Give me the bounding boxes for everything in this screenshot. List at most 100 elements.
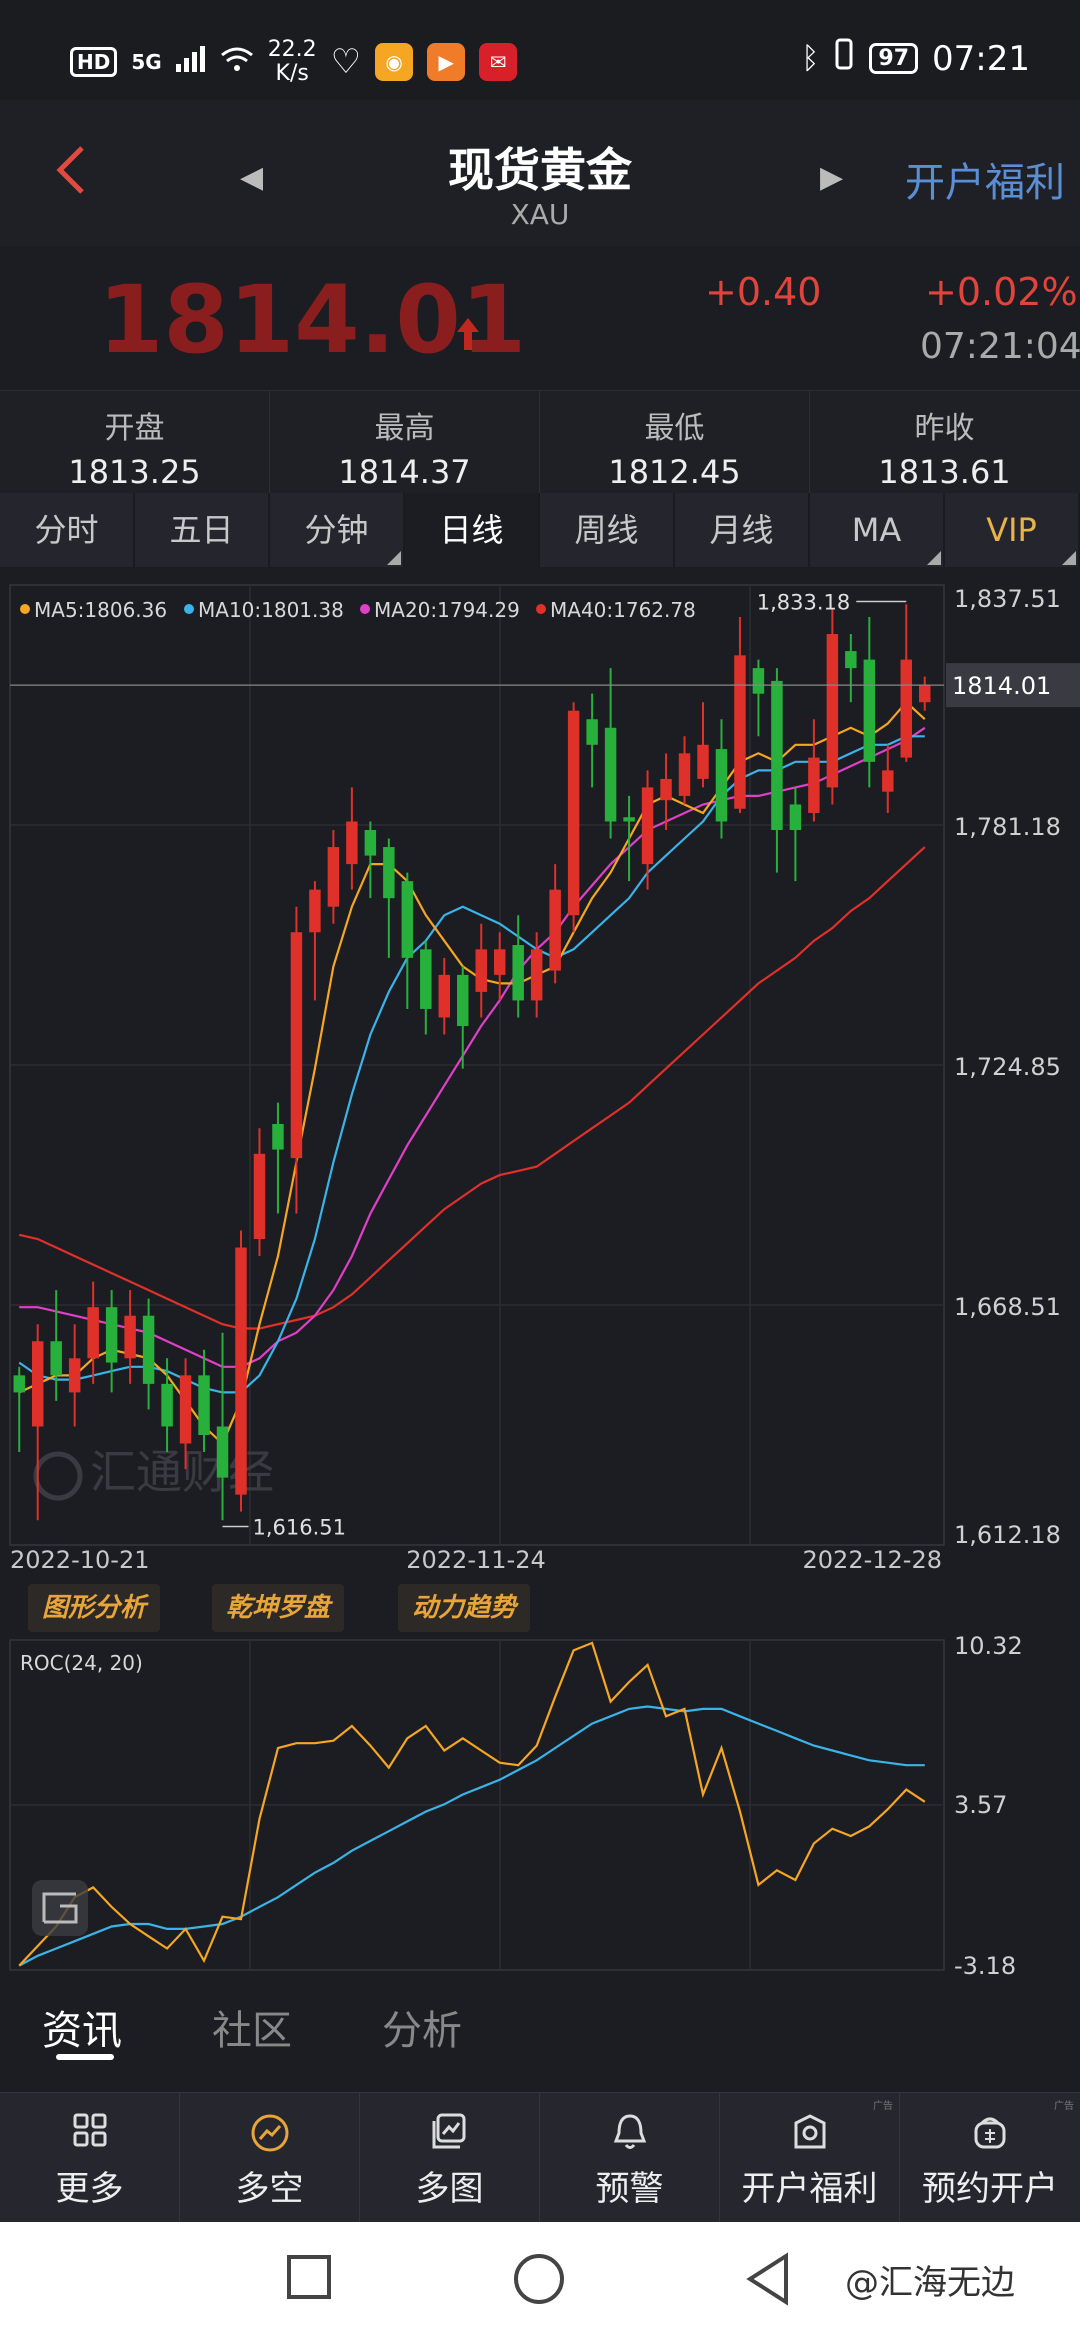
bag-icon [900, 2113, 1080, 2155]
tab-community[interactable]: 社区 [212, 2008, 292, 2054]
tab-ma[interactable]: MA [810, 493, 945, 567]
tab-minute[interactable]: 分钟 [270, 493, 405, 567]
legend-label: MA10:1801.38 [198, 598, 344, 622]
candle-body [235, 1247, 247, 1495]
nav-account-benefit-label: 开户福利 [741, 2169, 878, 2209]
legend-dot [184, 604, 194, 614]
status-right: ᛒ 97 07:21 [801, 38, 1030, 79]
candle-body [771, 680, 783, 831]
chart-grid: 1,837.51 1,781.18 1,724.85 1,668.51 1,612.18… [9, 584, 1061, 1574]
tool-momentum-button[interactable]: 动力趋势 [398, 1584, 531, 1632]
nav-multi-chart-label: 多图 [415, 2169, 484, 2209]
low-label: 最低 [644, 411, 705, 446]
x-tick-label: 2022-12-28 [803, 1546, 942, 1574]
home-icon[interactable] [512, 2252, 566, 2310]
system-nav-bar [0, 2222, 1080, 2340]
trend-icon [180, 2113, 359, 2155]
nav-more[interactable]: 更多 [0, 2093, 180, 2223]
candle-body [401, 881, 414, 958]
ma-legend: MA5:1806.36 MA10:1801.38 MA20:1794.29 MA40:… [20, 598, 696, 622]
candle-body [493, 949, 506, 975]
account-benefit-link[interactable]: 开户福利 [905, 160, 1065, 206]
ad-tag: 广告 [1054, 2101, 1074, 2112]
prev-instrument-icon[interactable]: ◀ [240, 160, 264, 195]
bell-icon [540, 2113, 719, 2155]
gift-icon [720, 2113, 899, 2155]
bottom-nav: 更多 多空 多图 预警 广告 开户福利 广告 预约开户 [0, 2092, 1080, 2223]
expand-icon[interactable] [32, 1880, 88, 1936]
tab-weekly[interactable]: 周线 [540, 493, 675, 567]
candle-body [31, 1341, 44, 1427]
kline-chart[interactable]: 1,837.51 1,781.18 1,724.85 1,668.51 1,612.18… [0, 567, 1080, 1987]
speed-unit: K/s [275, 61, 309, 86]
ma5-path [18, 700, 926, 1446]
tab-five-day[interactable]: 五日 [135, 493, 270, 567]
x-tick-label: 2022-11-24 [406, 1546, 545, 1574]
candle-body [87, 1307, 99, 1359]
candle-body [105, 1307, 118, 1363]
candle-body [68, 1358, 81, 1393]
roc-tick-label: 3.57 [954, 1791, 1007, 1819]
candle-body [604, 727, 617, 822]
candle-body [715, 749, 728, 822]
prev-close-cell: 昨收 1813.61 [810, 391, 1079, 493]
video-app-icon: ▶ [427, 43, 466, 81]
wifi-icon [220, 46, 254, 79]
nav-more-label: 更多 [55, 2169, 124, 2209]
recent-apps-icon[interactable] [284, 2252, 334, 2306]
roc-label: ROC(24, 20) [20, 1651, 143, 1675]
nav-book-account[interactable]: 广告 预约开户 [900, 2093, 1080, 2223]
candle-body [364, 830, 377, 856]
open-value: 1813.25 [68, 453, 201, 491]
nav-account-benefit[interactable]: 广告 开户福利 [720, 2093, 900, 2223]
period-tabs: 分时 五日 分钟 日线 周线 月线 MA VIP [0, 493, 1080, 567]
nav-multi-chart[interactable]: 多图 [360, 2093, 540, 2223]
high-cell: 最高 1814.37 [270, 391, 540, 493]
dropdown-corner-icon [387, 551, 401, 565]
tool-graph-analysis-button[interactable]: 图形分析 [28, 1584, 161, 1632]
tool-compass-button[interactable]: 乾坤罗盘 [212, 1584, 345, 1632]
low-cell: 最低 1812.45 [540, 391, 810, 493]
candle-body [826, 634, 839, 788]
network-label: 5G [131, 50, 162, 74]
nav-long-short-label: 多空 [235, 2169, 304, 2209]
tab-monthly[interactable]: 月线 [675, 493, 810, 567]
netease-app-icon: ✉ [479, 43, 518, 81]
candle-body [678, 753, 691, 796]
candle-body [586, 719, 598, 745]
tab-analysis[interactable]: 分析 [382, 2008, 462, 2054]
tab-timeshare[interactable]: 分时 [0, 493, 135, 567]
candle-body [198, 1375, 210, 1435]
back-nav-icon[interactable] [744, 2252, 794, 2310]
candles [13, 604, 931, 1521]
prev-close-value: 1813.61 [878, 453, 1011, 491]
header: ◀ 现货黄金 XAU ▶ 开户福利 [0, 100, 1080, 247]
low-label: 1,616.51 [253, 1516, 347, 1540]
nav-alert[interactable]: 预警 [540, 2093, 720, 2223]
candle-body [161, 1383, 173, 1427]
last-price: 1814.01 [98, 266, 527, 375]
x-tick-label: 2022-10-21 [10, 1546, 149, 1574]
candle-body [623, 817, 635, 822]
expand-glyph-icon [42, 1892, 78, 1924]
next-instrument-icon[interactable]: ▶ [820, 160, 844, 195]
open-cell: 开盘 1813.25 [0, 391, 270, 493]
tab-daily[interactable]: 日线 [405, 493, 540, 567]
nav-long-short[interactable]: 多空 [180, 2093, 360, 2223]
candle-body [124, 1315, 136, 1359]
tab-news[interactable]: 资讯 [42, 2008, 122, 2054]
content-tabs: 资讯 社区 分析 [0, 1990, 1080, 2090]
y-tick-label: 1,837.51 [954, 585, 1061, 613]
tab-minute-label: 分钟 [304, 511, 369, 549]
status-left: HD 5G 22.2 K/s ♡ ◉ ▶ ✉ [70, 38, 518, 86]
open-label: 开盘 [104, 411, 165, 446]
tab-vip[interactable]: VIP [945, 493, 1080, 567]
candle-body [13, 1375, 25, 1393]
ma40-path [18, 846, 926, 1330]
nav-alert-label: 预警 [595, 2169, 664, 2209]
page-subtitle: XAU [510, 198, 570, 231]
back-icon[interactable] [50, 140, 90, 210]
bluetooth-icon: ᛒ [801, 41, 820, 76]
y-tick-label: 1,668.51 [954, 1293, 1061, 1321]
candle-body [216, 1426, 229, 1478]
